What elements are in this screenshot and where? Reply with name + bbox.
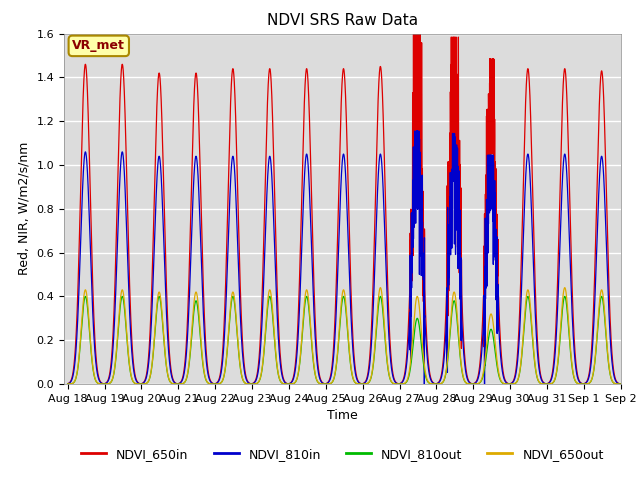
- X-axis label: Time: Time: [327, 409, 358, 422]
- Text: VR_met: VR_met: [72, 39, 125, 52]
- Y-axis label: Red, NIR, W/m2/s/nm: Red, NIR, W/m2/s/nm: [18, 142, 31, 276]
- Legend: NDVI_650in, NDVI_810in, NDVI_810out, NDVI_650out: NDVI_650in, NDVI_810in, NDVI_810out, NDV…: [76, 443, 609, 466]
- Title: NDVI SRS Raw Data: NDVI SRS Raw Data: [267, 13, 418, 28]
